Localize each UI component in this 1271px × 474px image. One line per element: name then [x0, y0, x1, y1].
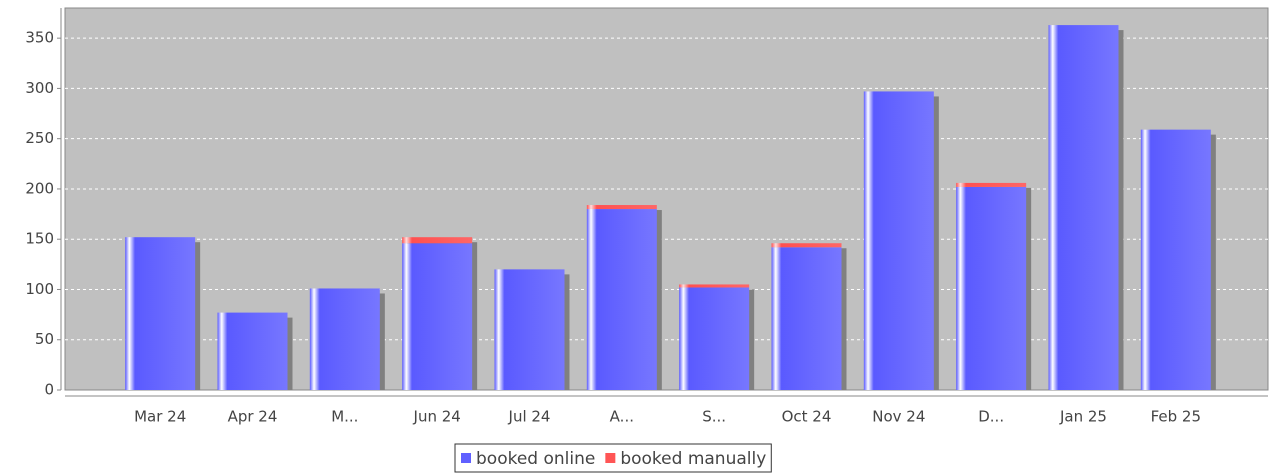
bar-segment	[586, 209, 657, 390]
x-tick-label: A...	[610, 408, 634, 426]
y-tick-label: 350	[25, 29, 54, 47]
y-tick-label: 300	[25, 79, 54, 97]
bar-segment	[402, 237, 473, 244]
y-tick-label: 50	[35, 330, 54, 348]
bar-segment	[771, 243, 842, 248]
x-tick-label: Jul 24	[508, 408, 551, 426]
x-tick-label: D...	[978, 408, 1004, 426]
legend-label: booked manually	[620, 449, 766, 469]
bar-segment	[679, 287, 750, 390]
x-tick-label: Jun 24	[413, 408, 461, 426]
legend-swatch	[605, 453, 616, 463]
legend-swatch	[461, 453, 471, 463]
y-tick-label: 100	[25, 280, 54, 298]
bar-segment	[586, 205, 657, 210]
bar-segment	[1048, 25, 1119, 390]
bar-segment	[956, 186, 1027, 390]
y-tick-label: 200	[25, 179, 54, 197]
bar-segment	[1140, 129, 1211, 390]
bar-segment	[679, 284, 750, 288]
bar-segment	[217, 312, 288, 390]
x-tick-label: Apr 24	[228, 408, 278, 426]
x-tick-label: Jan 25	[1059, 408, 1107, 426]
y-tick-label: 0	[44, 381, 54, 399]
x-tick-label: M...	[331, 408, 358, 426]
x-tick-label: Feb 25	[1151, 408, 1201, 426]
bar-segment	[863, 91, 934, 391]
bar-segment	[494, 269, 565, 390]
bar-segment	[125, 237, 196, 390]
legend-label: booked online	[476, 449, 595, 469]
y-tick-label: 250	[25, 129, 54, 147]
bar-segment	[309, 288, 380, 390]
x-tick-label: Mar 24	[134, 408, 186, 426]
x-tick-label: S...	[702, 408, 726, 426]
y-tick-label: 150	[25, 230, 54, 248]
bar-segment	[771, 247, 842, 390]
bar-segment	[402, 243, 473, 390]
x-tick-label: Oct 24	[782, 408, 832, 426]
x-tick-label: Nov 24	[872, 408, 925, 426]
bar-segment	[956, 182, 1027, 187]
